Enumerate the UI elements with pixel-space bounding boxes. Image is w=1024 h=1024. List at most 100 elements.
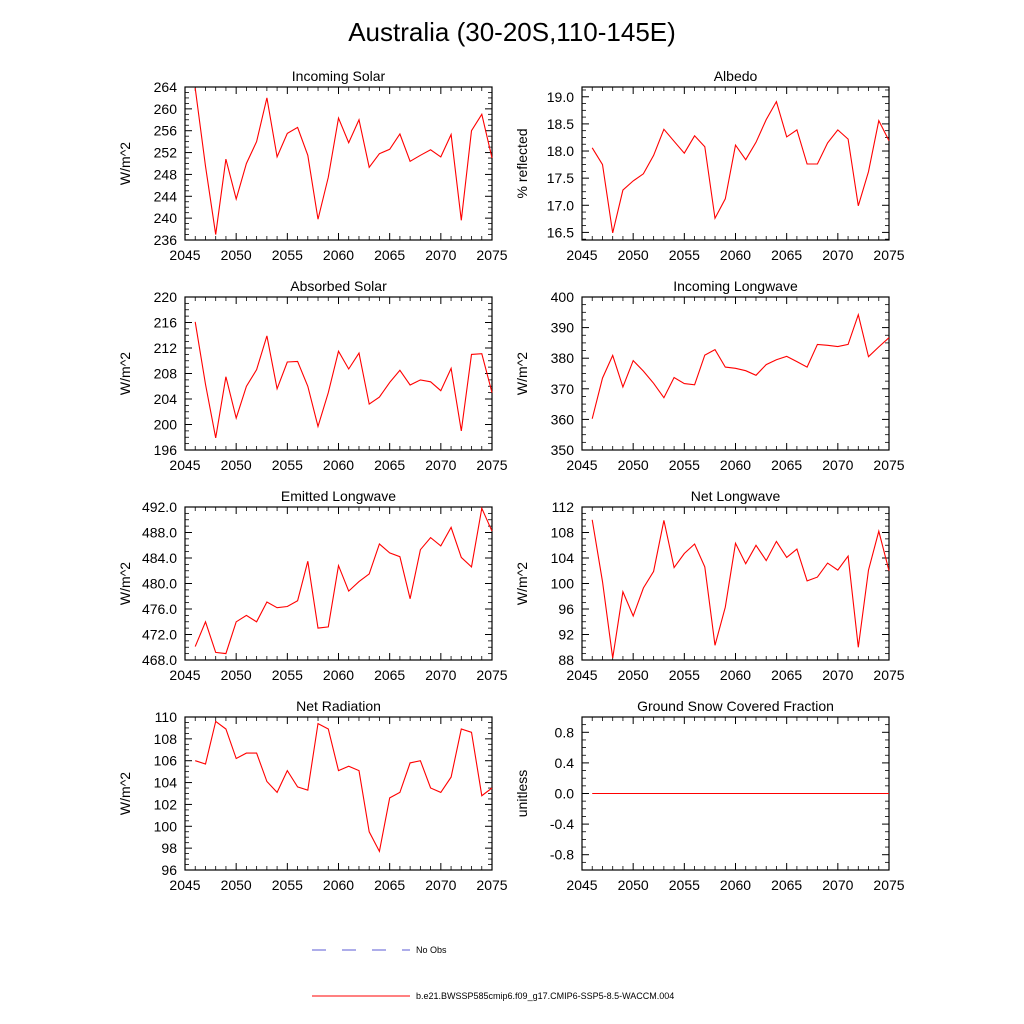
y-tick-label: 200	[154, 417, 178, 433]
x-tick-label: 2055	[272, 247, 303, 263]
plot-frame	[184, 86, 493, 241]
y-axis-label: W/m^2	[117, 352, 133, 395]
plot-frame	[581, 86, 890, 241]
x-tick-label: 2050	[618, 877, 649, 893]
x-tick-label: 2045	[566, 457, 597, 473]
x-tick-label: 2045	[566, 877, 597, 893]
x-tick-label: 2065	[374, 457, 405, 473]
y-tick-label: 17.0	[547, 197, 574, 213]
series-line	[194, 321, 493, 439]
y-axis-label: W/m^2	[514, 352, 530, 395]
chart-panel-8: Ground Snow Covered Fraction unitless 2045…	[514, 698, 905, 893]
x-tick-label: 2060	[323, 247, 354, 263]
y-tick-label: 18.0	[547, 143, 574, 159]
y-tick-label: 390	[551, 320, 575, 336]
y-tick-label: 484.0	[142, 550, 177, 566]
chart-panel-4: Incoming Longwave W/m^2 2045 2050 2055 2060 20…	[514, 278, 905, 473]
x-tick-label: 2055	[272, 457, 303, 473]
x-tick-label: 2065	[771, 457, 802, 473]
y-tick-label: 216	[154, 315, 178, 331]
y-tick-label: 370	[551, 381, 575, 397]
x-tick-label: 2070	[822, 667, 853, 683]
y-tick-label: -0.4	[550, 816, 574, 832]
series-line	[195, 720, 493, 854]
legend-obs-label: No Obs	[416, 945, 447, 955]
x-tick-label: 2050	[221, 247, 252, 263]
x-tick-label: 2055	[272, 667, 303, 683]
y-tick-label: 400	[551, 289, 575, 305]
x-tick-label: 2055	[272, 877, 303, 893]
panel-title: Incoming Longwave	[673, 278, 798, 294]
x-tick-label: 2070	[425, 247, 456, 263]
panel-title: Absorbed Solar	[290, 278, 387, 294]
y-axis-label: unitless	[514, 770, 530, 817]
x-tick-label: 2075	[873, 667, 904, 683]
y-tick-label: 88	[558, 652, 574, 668]
panel-title: Net Longwave	[691, 488, 781, 504]
y-tick-label: 260	[154, 101, 178, 117]
y-tick-label: 108	[551, 525, 575, 541]
x-tick-label: 2075	[873, 877, 904, 893]
y-tick-label: 264	[154, 79, 178, 95]
x-tick-label: 2060	[323, 877, 354, 893]
x-tick-label: 2070	[425, 667, 456, 683]
figure-title: Australia (30-20S,110-145E)	[348, 17, 676, 47]
y-tick-label: 248	[154, 166, 178, 182]
y-tick-label: 220	[154, 289, 178, 305]
series-line	[194, 506, 493, 655]
chart-panel-2: Albedo % reflected 2045 2050 2055 2060 2065 207…	[514, 68, 905, 263]
panel-title: Ground Snow Covered Fraction	[637, 698, 834, 714]
panel-title: Emitted Longwave	[281, 488, 396, 504]
x-tick-label: 2045	[169, 877, 200, 893]
y-tick-label: 0.4	[555, 755, 575, 771]
x-tick-label: 2050	[221, 877, 252, 893]
y-tick-label: 380	[551, 350, 575, 366]
y-tick-label: 468.0	[142, 652, 177, 668]
y-tick-label: 18.5	[547, 116, 574, 132]
y-tick-label: 244	[154, 188, 178, 204]
y-tick-label: 492.0	[142, 499, 177, 515]
x-tick-label: 2075	[476, 457, 507, 473]
y-tick-label: 98	[161, 840, 177, 856]
y-tick-label: 106	[154, 753, 178, 769]
chart-panel-1: Incoming Solar W/m^2 2045 2050 2055 2060 2065 2…	[117, 68, 508, 263]
x-tick-label: 2065	[374, 667, 405, 683]
x-tick-label: 2060	[720, 667, 751, 683]
x-tick-label: 2075	[476, 247, 507, 263]
x-tick-label: 2045	[566, 247, 597, 263]
y-tick-label: 252	[154, 145, 178, 161]
panel-title: Albedo	[714, 68, 758, 84]
x-tick-label: 2065	[771, 667, 802, 683]
y-tick-label: 476.0	[142, 601, 177, 617]
y-tick-label: 480.0	[142, 576, 177, 592]
y-tick-label: 112	[552, 499, 575, 515]
x-tick-label: 2055	[669, 247, 700, 263]
y-tick-label: 208	[154, 366, 178, 382]
x-tick-label: 2075	[873, 457, 904, 473]
plot-frame	[184, 716, 493, 871]
x-tick-label: 2070	[822, 247, 853, 263]
y-tick-label: 96	[161, 862, 177, 878]
y-tick-label: 104	[154, 775, 178, 791]
y-tick-label: 196	[154, 442, 178, 458]
x-tick-label: 2060	[323, 457, 354, 473]
x-tick-label: 2060	[720, 457, 751, 473]
series-line	[591, 312, 890, 419]
y-axis-label: W/m^2	[117, 772, 133, 815]
x-tick-label: 2050	[221, 667, 252, 683]
y-tick-label: 472.0	[142, 627, 177, 643]
y-tick-label: 19.0	[547, 89, 574, 105]
y-tick-label: 360	[551, 411, 575, 427]
y-tick-label: 102	[154, 796, 178, 812]
y-tick-label: 110	[155, 709, 178, 725]
y-tick-label: -0.8	[550, 847, 574, 863]
x-tick-label: 2050	[221, 457, 252, 473]
y-tick-label: 100	[551, 576, 575, 592]
x-tick-label: 2075	[476, 667, 507, 683]
y-tick-label: 488.0	[142, 525, 177, 541]
x-tick-label: 2075	[873, 247, 904, 263]
y-tick-label: 256	[154, 123, 178, 139]
x-tick-label: 2065	[771, 247, 802, 263]
chart-panel-5: Emitted Longwave W/m^2 2045 2050 2055 2060 206…	[117, 488, 508, 683]
x-tick-label: 2055	[669, 667, 700, 683]
